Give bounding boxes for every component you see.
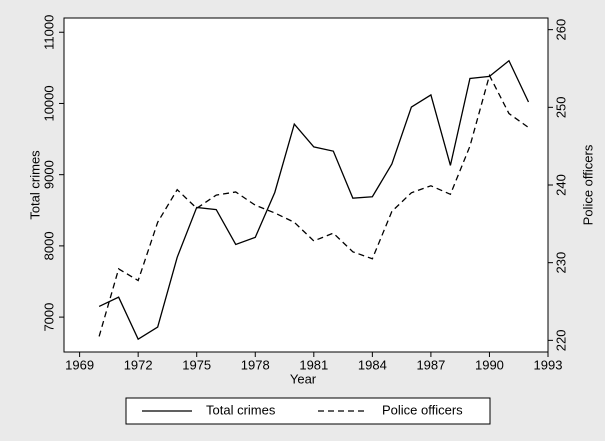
y2-tick-label: 230 xyxy=(553,252,568,274)
y2-tick-label: 240 xyxy=(553,174,568,196)
x-axis-label: Year xyxy=(290,371,317,386)
x-tick-label: 1978 xyxy=(241,357,270,372)
y-tick-label: 7000 xyxy=(41,303,56,332)
plot-area xyxy=(63,17,549,353)
x-tick-label: 1972 xyxy=(124,357,153,372)
y2-tick-label: 220 xyxy=(553,329,568,351)
y-axis-label: Total crimes xyxy=(27,150,42,220)
y-tick-label: 9000 xyxy=(41,160,56,189)
x-tick-label: 1990 xyxy=(475,357,504,372)
x-tick-label: 1981 xyxy=(299,357,328,372)
x-tick-label: 1993 xyxy=(534,357,563,372)
x-tick-label: 1987 xyxy=(416,357,445,372)
y2-tick-label: 260 xyxy=(553,19,568,41)
y2-axis-label: Police officers xyxy=(580,144,595,225)
x-tick-label: 1969 xyxy=(65,357,94,372)
x-tick-label: 1984 xyxy=(358,357,387,372)
line-series xyxy=(98,73,529,337)
legend-label: Police officers xyxy=(382,402,463,417)
y-tick-label: 8000 xyxy=(41,231,56,260)
legend-label: Total crimes xyxy=(206,402,276,417)
x-tick-label: 1975 xyxy=(182,357,211,372)
y2-tick-label: 250 xyxy=(553,96,568,118)
y-tick-label: 11000 xyxy=(41,15,56,50)
y-tick-label: 10000 xyxy=(41,85,56,121)
line-series xyxy=(98,59,530,341)
